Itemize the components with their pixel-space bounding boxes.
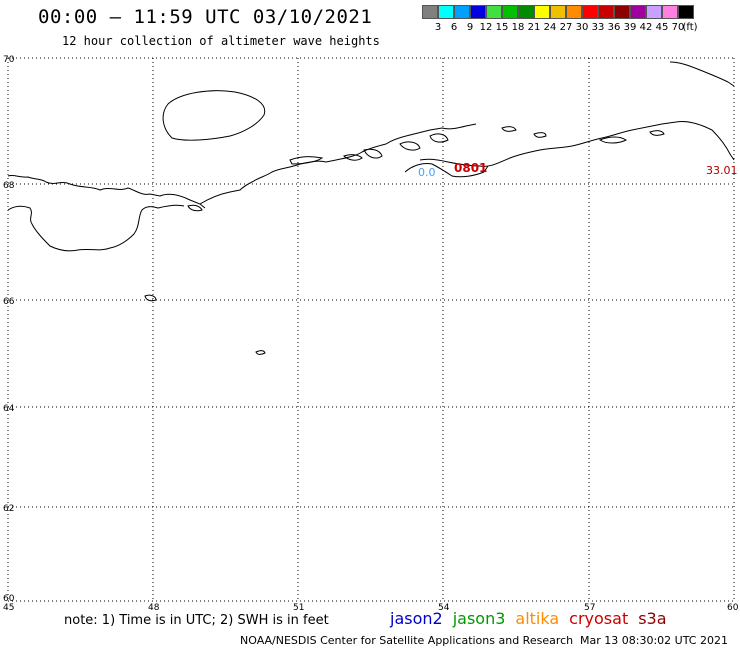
lat-label-60: 60 <box>3 594 15 604</box>
colorbar-label: 33 <box>591 22 605 33</box>
colorbar-swatch <box>470 5 486 19</box>
colorbar-swatch <box>502 5 518 19</box>
colorbar-label: 21 <box>527 22 541 33</box>
footer-note: note: 1) Time is in UTC; 2) SWH is in fe… <box>64 613 329 628</box>
map-subtitle: 12 hour collection of altimeter wave hei… <box>62 34 380 48</box>
colorbar-unit: (ft) <box>682 22 698 33</box>
colorbar-label: 39 <box>623 22 637 33</box>
map-frame <box>7 58 735 601</box>
colorbar-label: 42 <box>639 22 653 33</box>
lat-label-64: 64 <box>3 404 15 414</box>
map-title: 00:00 – 11:59 UTC 03/10/2021 <box>38 6 373 28</box>
colorbar-label: 36 <box>607 22 621 33</box>
satellite-legend: jason2 jason3 altika cryosat s3a <box>390 609 677 628</box>
lat-label-68: 68 <box>3 181 15 191</box>
colorbar-swatch <box>662 5 678 19</box>
colorbar-label: 24 <box>543 22 557 33</box>
colorbar-label: 18 <box>511 22 525 33</box>
satellite-jason2: jason2 <box>390 609 443 628</box>
bay-islands <box>289 61 735 165</box>
wave-height-colorbar <box>422 5 694 19</box>
lat-label-66: 66 <box>3 297 15 307</box>
colorbar-label: 6 <box>450 22 458 33</box>
colorbar-swatch <box>422 5 438 19</box>
credit-text: NOAA/NESDIS Center for Satellite Applica… <box>240 634 574 647</box>
colorbar-label: 45 <box>655 22 669 33</box>
colorbar-label: 70 <box>671 22 685 33</box>
colorbar-label: 3 <box>434 22 442 33</box>
colorbar-swatch <box>534 5 550 19</box>
colorbar-label: 30 <box>575 22 589 33</box>
colorbar-swatch <box>598 5 614 19</box>
wave-obs-0: 0.0 <box>418 166 436 179</box>
colorbar-label: 9 <box>466 22 474 33</box>
lon-label-57: 57 <box>584 603 595 613</box>
satellite-cryosat: cryosat <box>569 609 629 628</box>
satellite-jason3: jason3 <box>452 609 506 628</box>
colorbar-swatch <box>518 5 534 19</box>
lon-label-48: 48 <box>148 603 160 613</box>
colorbar-label: 12 <box>479 22 493 33</box>
colorbar-swatch <box>486 5 502 19</box>
lon-label-54: 54 <box>438 603 450 613</box>
timestamp: Mar 13 08:30:02 UTC 2021 <box>580 634 728 647</box>
satellite-altika: altika <box>515 609 560 628</box>
colorbar-swatch <box>614 5 630 19</box>
colorbar-labels: 3 6 9 12 15 18 21 24 27 30 33 36 39 42 45 70 (ft) <box>422 22 740 34</box>
lon-label-51: 51 <box>293 603 304 613</box>
wave-obs-2: 33.01 <box>706 164 738 177</box>
satellite-s3a: s3a <box>638 609 667 628</box>
lat-lon-grid <box>8 57 734 602</box>
colorbar-swatch <box>550 5 566 19</box>
colorbar-swatch <box>678 5 694 19</box>
kolguev-island <box>162 90 266 141</box>
lat-label-70: 70 <box>3 55 15 65</box>
wave-obs-1: 0801 <box>454 161 487 175</box>
colorbar-swatch <box>646 5 662 19</box>
lon-label-60: 60 <box>727 603 739 613</box>
colorbar-swatch <box>630 5 646 19</box>
small-islands <box>144 204 266 355</box>
mainland-coast <box>7 121 735 252</box>
lat-label-62: 62 <box>3 504 14 514</box>
lon-label-45: 45 <box>3 603 14 613</box>
colorbar-label: 15 <box>495 22 509 33</box>
colorbar-swatch <box>566 5 582 19</box>
colorbar-label: 27 <box>559 22 573 33</box>
coastline <box>7 61 735 355</box>
colorbar-swatch <box>454 5 470 19</box>
colorbar-swatch <box>582 5 598 19</box>
colorbar-swatch <box>438 5 454 19</box>
